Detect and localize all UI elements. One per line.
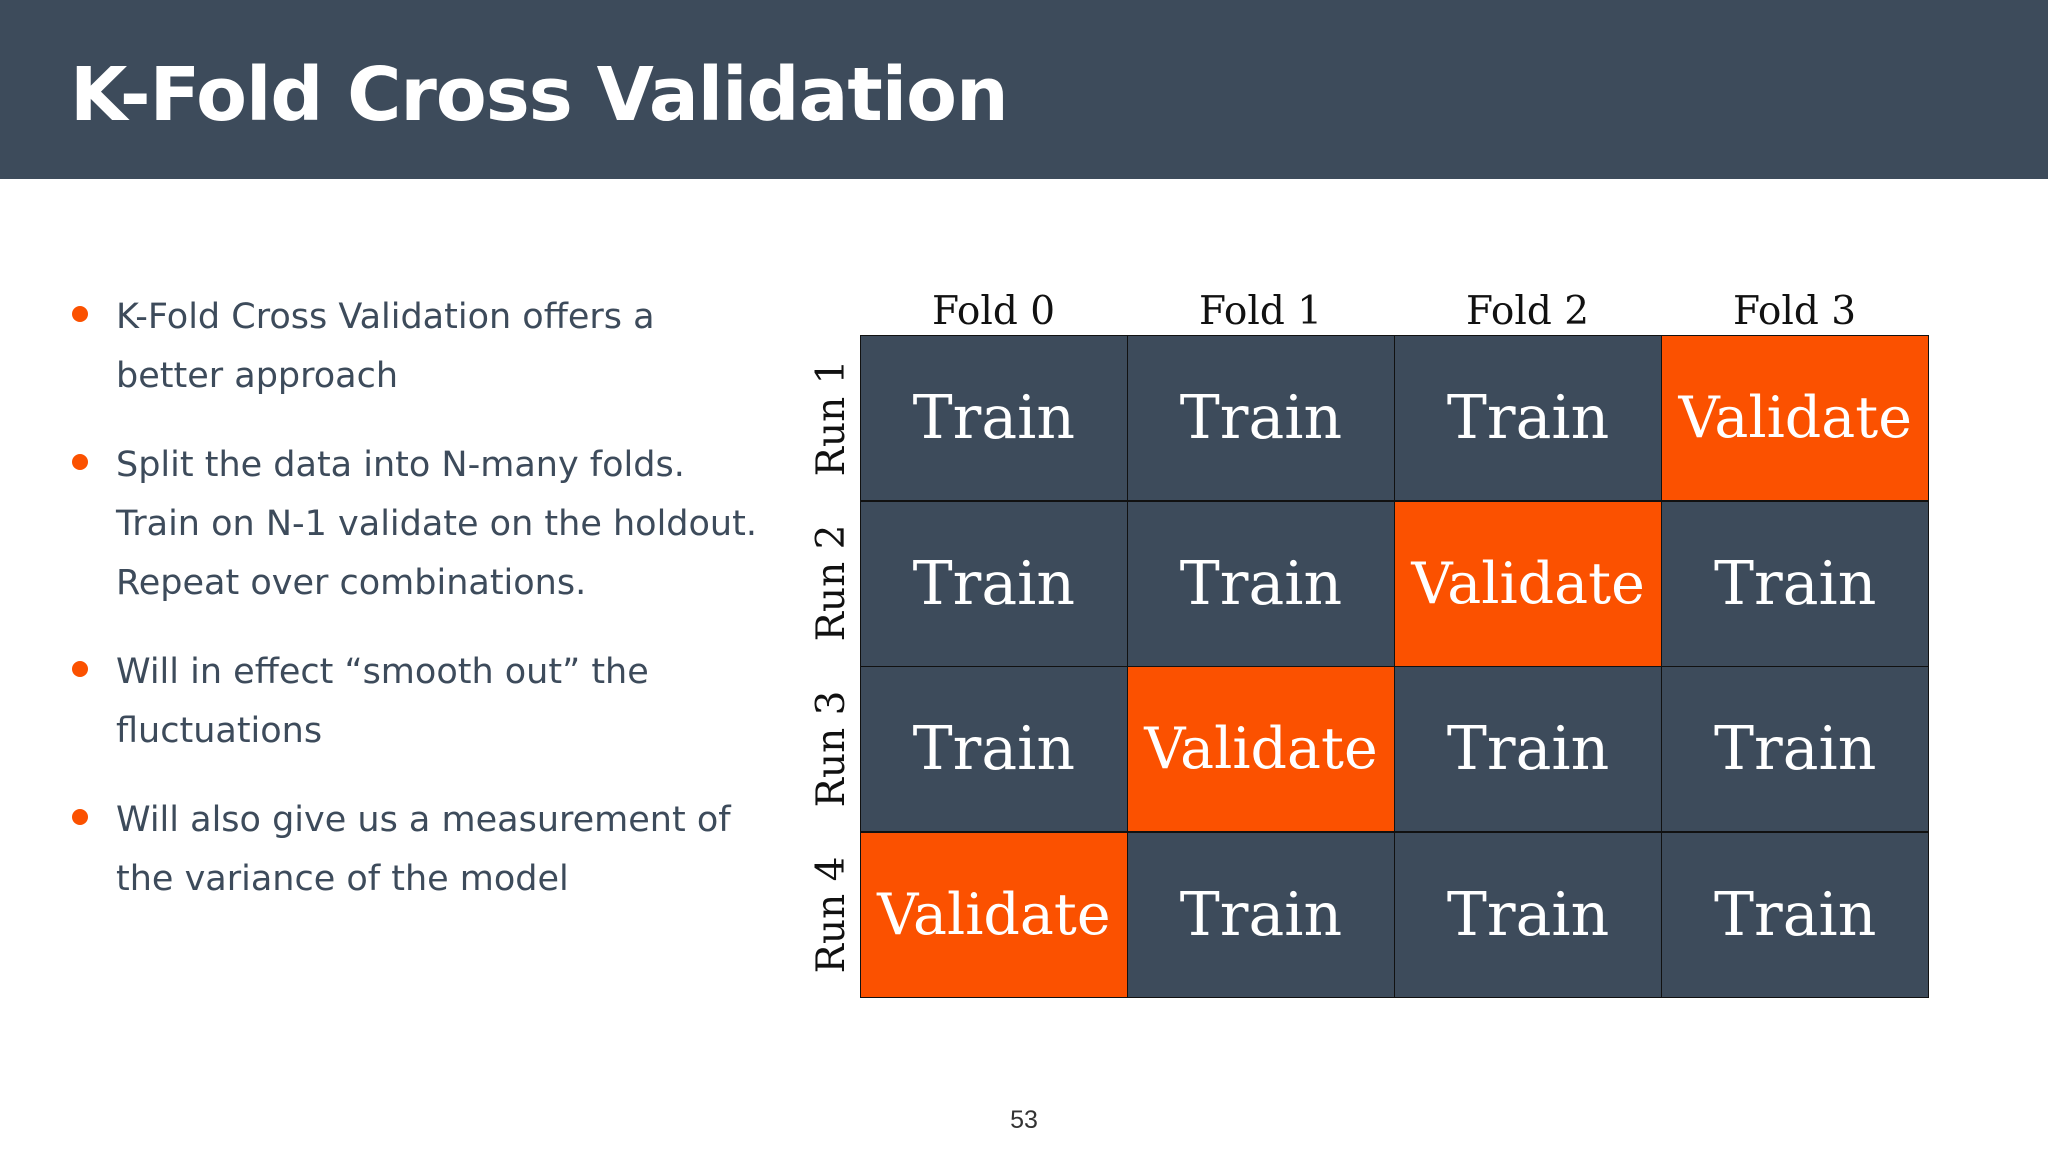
bullet-dot-icon: [72, 661, 88, 677]
bullet-list: K-Fold Cross Validation offers a better …: [70, 288, 770, 939]
fold-cell: Train: [1128, 832, 1394, 997]
fold-cell: Train: [1662, 667, 1928, 832]
fold-header: Fold 3: [1732, 289, 1857, 334]
bullet-item: Will in effect “smooth out” the fluctuat…: [70, 643, 770, 761]
bullet-dot-icon: [72, 454, 88, 470]
bullet-text: K-Fold Cross Validation offers a better …: [116, 297, 655, 396]
fold-cell: Train: [1395, 832, 1661, 997]
fold-cell: Validate: [1662, 336, 1928, 501]
fold-cell: Validate: [861, 832, 1127, 997]
fold-cell: Train: [861, 667, 1127, 832]
run-label-text: Run 3: [809, 690, 854, 808]
title-bar: K-Fold Cross Validation: [0, 0, 2048, 179]
fold-cell: Train: [861, 501, 1127, 666]
fold-header: Fold 0: [931, 289, 1056, 334]
fold-cell: Train: [1395, 667, 1661, 832]
bullet-text: Will also give us a measurement of the v…: [116, 800, 731, 899]
bullet-item: Split the data into N-many folds. Train …: [70, 436, 770, 613]
fold-header: Fold 1: [1198, 289, 1323, 334]
bullet-dot-icon: [72, 306, 88, 322]
fold-cell: Validate: [1128, 667, 1394, 832]
run-label-text: Run 2: [809, 524, 854, 642]
bullet-text: Split the data into N-many folds. Train …: [116, 445, 757, 603]
run-label-text: Run 1: [809, 359, 854, 477]
page-number: 53: [1010, 1106, 1038, 1134]
bullet-item: K-Fold Cross Validation offers a better …: [70, 288, 770, 406]
fold-cell: Train: [1128, 501, 1394, 666]
bullet-dot-icon: [72, 809, 88, 825]
fold-cell: Train: [1662, 501, 1928, 666]
fold-cell: Train: [1662, 832, 1928, 997]
slide-title: K-Fold Cross Validation: [70, 52, 1009, 138]
fold-grid: Train Train Train Validate Train Train V…: [860, 335, 1929, 998]
run-label-text: Run 4: [809, 856, 854, 974]
bullet-text: Will in effect “smooth out” the fluctuat…: [116, 652, 649, 751]
fold-cell: Train: [1128, 336, 1394, 501]
fold-cell: Validate: [1395, 501, 1661, 666]
bullet-item: Will also give us a measurement of the v…: [70, 791, 770, 909]
fold-header: Fold 2: [1465, 289, 1590, 334]
fold-cell: Train: [861, 336, 1127, 501]
fold-cell: Train: [1395, 336, 1661, 501]
